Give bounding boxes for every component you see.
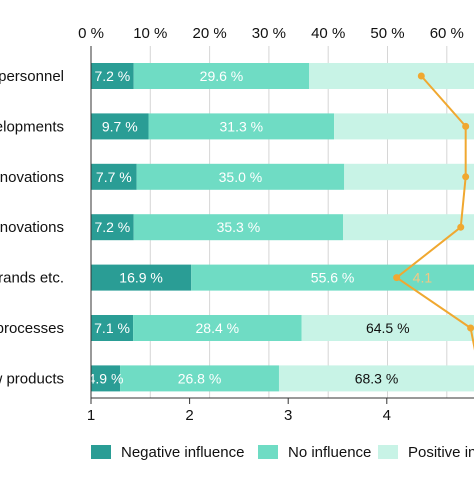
negative-bar <box>91 113 149 140</box>
legend-swatch <box>378 445 398 459</box>
bar-value-label: 9.7 % <box>102 118 138 134</box>
top-axis-tick-label: 30 % <box>252 25 286 42</box>
top-axis-tick-label: 10 % <box>133 25 167 42</box>
bar-value-label: 28.4 % <box>196 320 240 336</box>
bar-value-label: 7.1 % <box>94 320 130 336</box>
bottom-axis-tick-label: 3 <box>284 407 292 424</box>
legend-swatch <box>91 445 111 459</box>
positive-bar <box>278 365 474 392</box>
category-label: brands etc. <box>0 270 64 287</box>
line-point <box>417 72 425 80</box>
no-influence-bar <box>133 214 344 241</box>
line-point <box>462 173 470 181</box>
negative-bar <box>91 315 134 341</box>
top-axis-tick-label: 50 % <box>370 25 404 42</box>
legend-swatch <box>258 445 278 459</box>
positive-bar <box>334 113 474 140</box>
line-point <box>462 122 470 130</box>
category-label: novations <box>0 219 64 236</box>
no-influence-bar <box>136 163 345 190</box>
bottom-axis-tick-label: 4 <box>383 407 391 424</box>
negative-bar <box>91 163 137 190</box>
top-axis-tick-label: 0 % <box>78 25 104 42</box>
no-influence-bar <box>148 113 335 140</box>
bar-value-label: 64.5 % <box>366 320 410 336</box>
bar-value-label: 7.2 % <box>94 219 130 235</box>
line-point <box>467 324 474 332</box>
bottom-axis-tick-label: 2 <box>185 407 193 424</box>
bar-value-label: 35.3 % <box>217 219 261 235</box>
top-axis-tick-label: 40 % <box>311 25 345 42</box>
positive-bar <box>343 214 474 241</box>
negative-bar <box>91 214 134 241</box>
no-influence-bar <box>133 315 302 341</box>
category-label: w products <box>0 370 64 387</box>
bar-value-label: 7.7 % <box>96 169 132 185</box>
bottom-axis-tick-label: 1 <box>87 407 95 424</box>
line-layer <box>393 72 474 351</box>
negative-bar <box>91 264 192 291</box>
bar-value-label: 55.6 % <box>311 270 355 286</box>
bar-value-label: 26.8 % <box>178 370 222 386</box>
legend-label: Negative influence <box>121 444 244 461</box>
positive-bar <box>344 163 474 190</box>
positive-bar <box>301 315 474 341</box>
bar-value-label: 68.3 % <box>355 370 399 386</box>
bar-value-label: 16.9 % <box>119 270 163 286</box>
axes-layer: 0 % 10 % 20 % 30 % 40 % 50 % 60 % 1 2 3 4 <box>78 25 474 424</box>
no-influence-bar <box>120 365 279 392</box>
top-axis-tick-label: 20 % <box>192 25 226 42</box>
negative-bar <box>91 365 121 392</box>
no-influence-bar <box>191 264 474 291</box>
bar-value-label: 35.0 % <box>219 169 263 185</box>
bar-value-label: 7.2 % <box>94 68 130 84</box>
category-label: developments <box>0 118 64 135</box>
positive-bar <box>309 63 474 89</box>
category-label: processes <box>0 320 64 337</box>
bars-layer <box>91 63 474 392</box>
negative-bar <box>91 63 134 89</box>
line-point <box>393 274 401 282</box>
category-label: novations <box>0 169 64 186</box>
bar-value-label: 4.9 % <box>88 370 124 386</box>
legend-label: Positive influence <box>408 444 474 461</box>
no-influence-bar <box>133 63 310 89</box>
top-axis-tick-label: 60 % <box>430 25 464 42</box>
line-point <box>457 223 465 231</box>
bar-value-label: 29.6 % <box>200 68 244 84</box>
labels-layer: personnel 7.2 % 29.6 % developments 9.7 % 31.… <box>0 68 432 387</box>
bar-value-label: 31.3 % <box>220 118 264 134</box>
legend-layer: Negative influence No influence Positive i… <box>91 444 474 461</box>
line-point-label: 4.1 <box>413 270 433 286</box>
legend-label: No influence <box>288 444 371 461</box>
category-label: personnel <box>0 68 64 85</box>
